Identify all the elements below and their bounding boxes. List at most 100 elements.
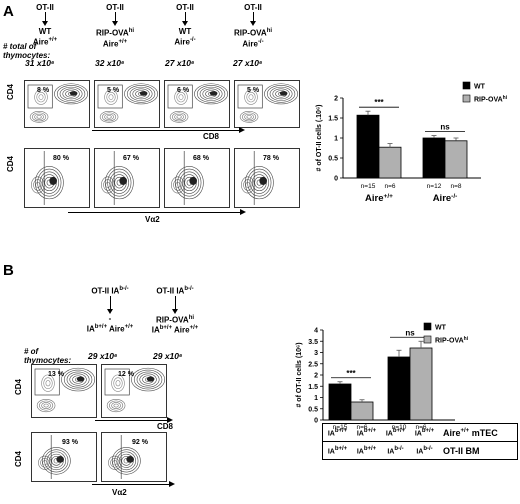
- bar-wt: [422, 137, 446, 179]
- genotype-cell: IAb-/-: [387, 445, 404, 456]
- facs-plot: 12 %: [101, 364, 167, 418]
- group-label: Aire-/-: [433, 193, 458, 204]
- y-tick-label: 2.5: [308, 361, 318, 368]
- group-label: Aire+/+: [365, 193, 393, 204]
- y-tick-label: 0.5: [328, 156, 338, 163]
- panel-b-cd8-arrow: [95, 420, 170, 421]
- genotype-row-label: OT-II BM: [443, 445, 480, 456]
- y-tick-label: 0.5: [308, 406, 318, 413]
- y-tick-label: 1: [314, 395, 318, 402]
- significance-label: ns: [440, 123, 450, 132]
- bar-wt: [328, 383, 352, 421]
- facs-plot: 78 %: [234, 148, 300, 208]
- facs-percentage: 67 %: [123, 155, 139, 162]
- facs-plot: 8 %: [24, 80, 90, 128]
- facs-plot: 6 %: [164, 80, 230, 128]
- panel-a-va2-arrowhead: [240, 209, 246, 215]
- n-label: n=12: [427, 183, 442, 190]
- facs-percentage: 93 %: [62, 439, 78, 446]
- genotype-cell: IAb+/+: [385, 427, 406, 438]
- legend-swatch: [462, 94, 471, 103]
- panel-a-letter: A: [3, 3, 14, 20]
- panel-b-thymocytes-label: # of thymocytes:: [24, 347, 72, 365]
- panel-b-header-1: OT-II IAb-/- - IAb+/+ Aire+/+: [86, 286, 134, 334]
- genotype-cell: IAb+/+: [327, 427, 348, 438]
- facs-percentage: 5 %: [247, 87, 260, 94]
- facs-percentage: 6 %: [177, 87, 190, 94]
- genotype-row-label: Aire+/+ mTEC: [443, 427, 498, 438]
- panel-a-va2-arrow: [68, 212, 243, 213]
- y-tick-label: 0: [314, 418, 318, 425]
- thymocyte-count: 29 x10⁶: [153, 351, 183, 361]
- bar-wt: [387, 356, 411, 421]
- panel-b-letter: B: [3, 262, 14, 279]
- facs-plot: 5 %: [234, 80, 300, 128]
- y-tick-label: 1: [334, 136, 338, 143]
- facs-plot: 67 %: [94, 148, 160, 208]
- panel-b-header-2: OT-II IAb-/- RIP-OVAhi IAb+/+ Aire+/+: [151, 286, 199, 335]
- facs-plot: 13 %: [31, 364, 97, 418]
- n-label: n=6: [384, 183, 395, 190]
- facs-percentage: 80 %: [53, 155, 69, 162]
- significance-label: ns: [405, 328, 415, 337]
- panel-a-va2-label: Vα2: [145, 215, 160, 224]
- facs-plot: 93 %: [31, 432, 97, 482]
- legend-swatch: [423, 335, 432, 344]
- panel-a-cd8-label: CD8: [203, 132, 220, 141]
- n-label: n=6: [356, 424, 367, 431]
- facs-percentage: 92 %: [132, 439, 148, 446]
- genotype-row: IAb+/+ IAb+/+ IAb+/+ IAb+/+ Aire+/+ mTEC: [322, 423, 518, 442]
- y-tick-label: 1.5: [328, 116, 338, 123]
- bar-rip-ova: [409, 347, 433, 421]
- n-label: n=6: [415, 424, 426, 431]
- bar-wt: [356, 114, 380, 179]
- facs-percentage: 12 %: [118, 371, 134, 378]
- facs-percentage: 5 %: [107, 87, 120, 94]
- genotype-cell: IAb+/+: [356, 427, 377, 438]
- y-tick-label: 3.5: [308, 339, 318, 346]
- genotype-row: IAb+/+ IAb+/+ IAb-/- IAb-/- OT-II BM: [322, 442, 518, 460]
- y-tick-label: 1.5: [308, 384, 318, 391]
- legend-swatch: [423, 322, 432, 331]
- panel-b-va2-arrowhead: [169, 481, 175, 487]
- legend-entry: WT: [474, 84, 486, 91]
- legend-swatch: [462, 81, 471, 90]
- facs-plot: 80 %: [24, 148, 90, 208]
- panel-a-cd8-arrow: [92, 130, 242, 131]
- facs-plot: 5 %: [94, 80, 160, 128]
- y-tick-label: 0: [334, 176, 338, 183]
- bar-rip-ova: [444, 140, 468, 179]
- n-label: n=10: [392, 424, 407, 431]
- legend-entry: RIP-OVAhi: [474, 95, 508, 104]
- facs-plot: 68 %: [164, 148, 230, 208]
- significance-label: ***: [346, 369, 356, 378]
- panel-a-bar-chart: 0 0.5 1 1.5 2 # of OT-II cells (.10⁶) n=15 n=6 *…: [316, 81, 508, 204]
- n-label: n=15: [333, 424, 348, 431]
- panel-a-header-1: OT-II WT Aire+/+: [32, 3, 58, 47]
- panel-b-cd4-label-2: CD4: [14, 450, 23, 467]
- y-tick-label: 2: [314, 373, 318, 380]
- n-label: n=8: [450, 183, 461, 190]
- genotype-cell: IAb+/+: [327, 445, 348, 456]
- legend-entry: RIP-OVAhi: [435, 336, 469, 345]
- genotype-cell: IAb+/+: [414, 427, 435, 438]
- n-label: n=15: [361, 183, 376, 190]
- genotype-cell: IAb-/-: [416, 445, 433, 456]
- y-tick-label: 4: [314, 328, 318, 335]
- panel-b-genotype-table: IAb+/+ IAb+/+ IAb+/+ IAb+/+ Aire+/+ mTEC IAb+…: [322, 423, 518, 460]
- panel-b-cd8-arrowhead: [167, 417, 173, 423]
- y-tick-label: 3: [314, 350, 318, 357]
- thymocyte-count: 29 x10⁶: [88, 351, 118, 361]
- significance-label: ***: [374, 98, 384, 107]
- y-axis-label: # of OT-II cells (.10⁶): [316, 104, 323, 171]
- thymocyte-count: 32 x10⁶: [95, 58, 125, 68]
- panel-a-cd4-label-2: CD4: [6, 155, 15, 172]
- panel-a-thymocytes-label: # total of thymocytes:: [3, 42, 51, 60]
- panel-b-bar-chart: 0 0.5 1 1.5 2 2.5 3 3.5 4 # of OT-II cells (10⁶) n…: [296, 322, 469, 431]
- legend-entry: WT: [435, 325, 447, 332]
- panel-b-cd8-label: CD8: [157, 422, 174, 431]
- facs-percentage: 13 %: [48, 371, 64, 378]
- facs-percentage: 8 %: [37, 87, 50, 94]
- facs-percentage: 78 %: [263, 155, 279, 162]
- bar-rip-ova: [350, 401, 374, 421]
